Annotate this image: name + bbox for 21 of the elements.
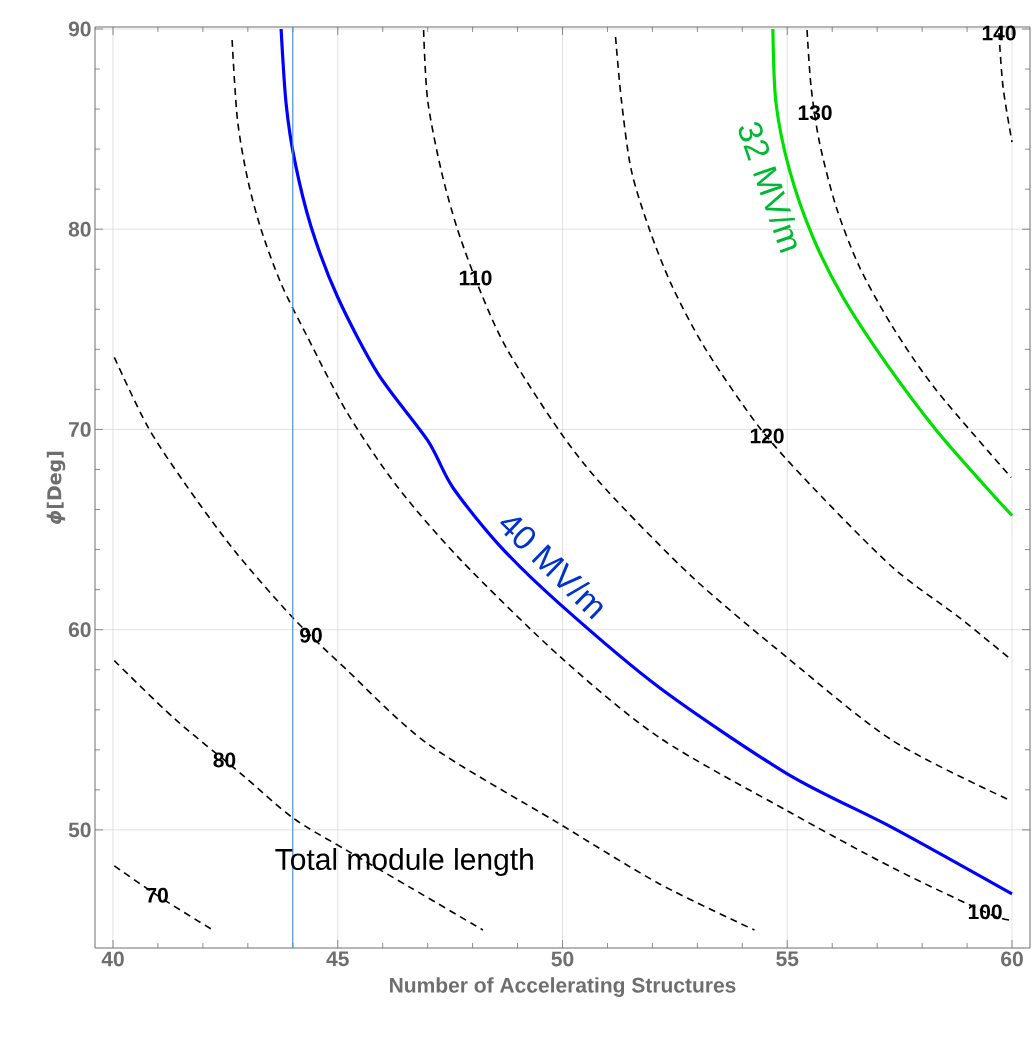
series-label: 140 (982, 25, 1016, 41)
y-tick-label: 90 (68, 21, 91, 37)
y-tick-label: 60 (68, 622, 91, 638)
y-tick-label: 50 (68, 822, 91, 838)
y-axis-title: ϕ[Deg] (46, 451, 66, 524)
x-tick-label: 60 (1001, 951, 1023, 967)
x-axis-title: Number of Accelerating Structures (390, 977, 736, 997)
series-label: 70 (146, 887, 168, 903)
series-label: 110 (459, 270, 492, 286)
x-tick-label: 40 (101, 951, 124, 967)
x-tick-label: 45 (326, 951, 349, 967)
text: 32 MV/m (738, 122, 797, 253)
series-label: 100 (968, 904, 1002, 920)
series-label: 130 (798, 105, 832, 121)
x-tick-label: 50 (551, 951, 574, 967)
series-label: 90 (300, 627, 322, 643)
y-tick-label: 80 (68, 221, 91, 237)
series-label: 120 (750, 428, 784, 444)
series-label: 80 (213, 752, 236, 768)
y-tick-label: 70 (69, 422, 91, 437)
x-tick-label: 55 (776, 951, 799, 967)
